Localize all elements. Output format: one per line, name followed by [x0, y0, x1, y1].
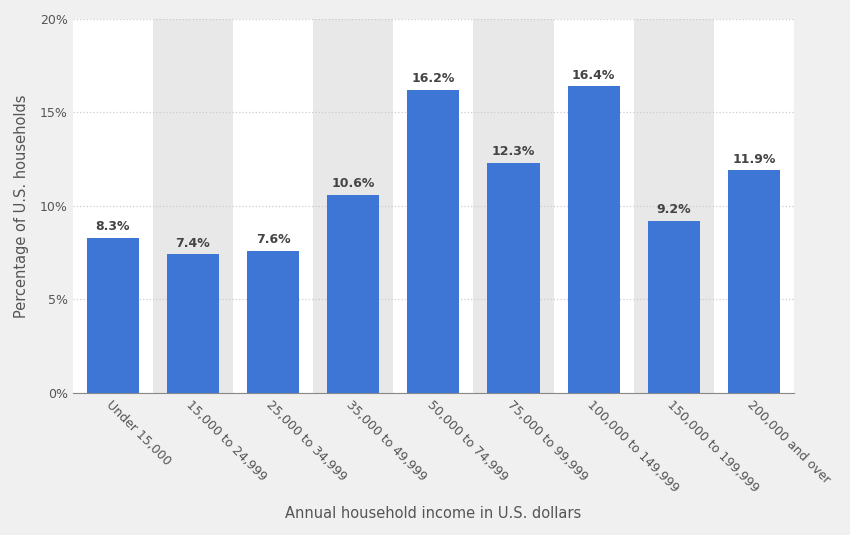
Text: 12.3%: 12.3% [492, 145, 536, 158]
Bar [568, 86, 620, 393]
Bar [634, 19, 714, 393]
Text: 16.4%: 16.4% [572, 68, 615, 81]
Y-axis label: Percentage of U.S. households: Percentage of U.S. households [14, 94, 29, 318]
Text: 16.2%: 16.2% [411, 72, 455, 85]
Text: 9.2%: 9.2% [656, 203, 691, 216]
Bar [153, 19, 233, 393]
Bar [728, 170, 780, 393]
Text: 10.6%: 10.6% [332, 177, 375, 190]
Bar [487, 163, 540, 393]
X-axis label: Annual household income in U.S. dollars: Annual household income in U.S. dollars [286, 506, 581, 521]
Text: 11.9%: 11.9% [732, 152, 775, 166]
Bar [87, 238, 139, 393]
Bar [648, 221, 700, 393]
Bar [473, 19, 553, 393]
Text: 8.3%: 8.3% [95, 220, 130, 233]
Bar [313, 19, 394, 393]
Bar [327, 195, 379, 393]
Bar [247, 251, 299, 393]
Bar [167, 255, 219, 393]
Bar [407, 90, 459, 393]
Text: 7.4%: 7.4% [176, 237, 210, 250]
Text: 7.6%: 7.6% [256, 233, 291, 246]
